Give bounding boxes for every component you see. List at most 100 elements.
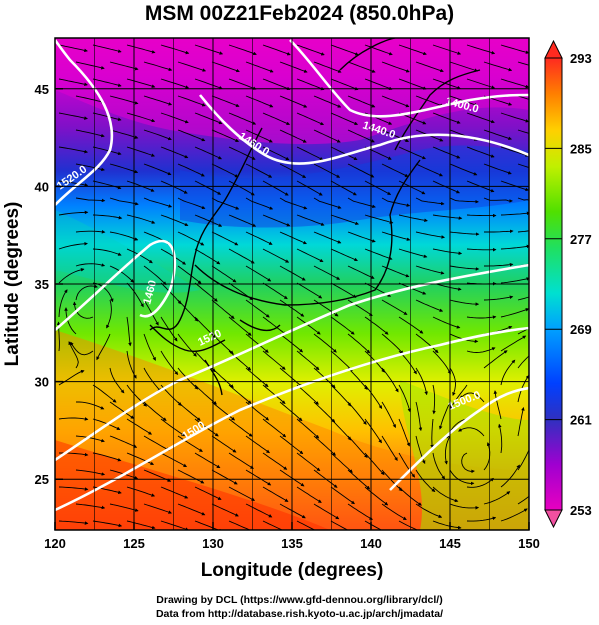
streamline	[109, 401, 135, 419]
streamline	[177, 435, 203, 452]
streamline	[517, 129, 529, 134]
streamline	[415, 367, 428, 396]
streamline	[262, 316, 287, 335]
streamline	[398, 44, 427, 56]
streamline	[262, 78, 291, 91]
streamline	[126, 486, 156, 497]
streamline	[211, 231, 239, 246]
streamline	[177, 163, 205, 177]
streamline	[500, 146, 529, 157]
streamline	[92, 214, 123, 220]
x-tick-label: 125	[123, 536, 145, 551]
streamline	[262, 350, 286, 370]
streamline	[432, 520, 462, 530]
streamline	[296, 520, 316, 530]
streamline	[228, 214, 257, 227]
y-axis-label: Latitude (degrees)	[2, 202, 23, 367]
streamline	[143, 401, 167, 421]
streamline	[262, 520, 283, 530]
streamline	[211, 435, 237, 453]
streamline	[432, 214, 463, 220]
streamline	[517, 327, 529, 335]
streamline	[484, 262, 514, 267]
streamline	[245, 435, 270, 454]
streamline	[517, 495, 529, 505]
streamline	[330, 282, 357, 298]
streamline	[364, 418, 382, 444]
streamline	[177, 367, 199, 390]
streamline	[109, 163, 139, 174]
streamline	[398, 248, 428, 258]
y-tick-label: 30	[35, 375, 49, 390]
streamline	[313, 163, 341, 178]
streamline	[313, 129, 341, 143]
streamline	[466, 213, 497, 218]
streamline	[313, 503, 340, 520]
streamline	[75, 61, 105, 70]
streamline	[483, 61, 513, 72]
streamline	[330, 384, 352, 407]
streamline	[160, 418, 185, 437]
streamline	[279, 401, 303, 422]
x-tick-label: 150	[518, 536, 540, 551]
streamline	[75, 163, 105, 172]
streamline	[75, 503, 106, 510]
streamline	[381, 333, 404, 355]
streamline	[160, 146, 189, 159]
streamline	[245, 367, 269, 388]
streamline	[177, 333, 197, 357]
streamline	[58, 241, 88, 250]
streamline	[330, 214, 359, 225]
streamline	[75, 284, 98, 301]
streamline	[228, 520, 257, 530]
streamline	[313, 435, 336, 456]
streamline	[211, 333, 234, 355]
streamline	[160, 180, 188, 194]
streamline	[177, 231, 205, 246]
streamline	[313, 299, 339, 317]
streamline	[364, 44, 393, 56]
streamline	[517, 61, 529, 66]
streamline	[143, 367, 162, 392]
streamline	[143, 163, 172, 176]
streamline	[458, 427, 485, 437]
streamline	[279, 197, 308, 210]
streamline	[296, 316, 321, 335]
x-axis-label: Longitude (degrees)	[201, 560, 384, 581]
streamline	[126, 282, 144, 308]
x-tick-label: 145	[439, 536, 461, 551]
streamline	[444, 435, 451, 465]
streamline	[228, 78, 257, 90]
streamline	[279, 231, 307, 245]
streamline	[450, 384, 468, 410]
streamline	[194, 452, 221, 469]
streamline	[245, 503, 273, 518]
streamline	[58, 180, 89, 187]
streamline	[194, 486, 222, 500]
streamline	[313, 469, 338, 488]
streamline	[466, 315, 497, 319]
streamline	[194, 316, 216, 338]
streamline	[364, 214, 394, 224]
colorbar-label: 253	[570, 503, 592, 518]
streamline	[415, 503, 443, 518]
streamline	[500, 359, 516, 386]
streamline	[106, 299, 112, 329]
streamline	[228, 44, 257, 56]
colorbar-ticks: 293 285 277 269 261 253	[545, 51, 592, 518]
streamline	[313, 197, 342, 209]
streamline	[432, 350, 451, 375]
streamline	[177, 61, 207, 72]
streamline	[432, 486, 459, 503]
streamline	[415, 265, 445, 275]
streamline	[75, 129, 105, 138]
streamline	[279, 61, 308, 73]
streamline	[500, 277, 529, 284]
streamline	[228, 384, 252, 404]
colorbar-label: 293	[570, 51, 592, 66]
streamline	[143, 129, 172, 141]
streamline	[398, 384, 411, 413]
colorbar: 293 285 277 269 261 253	[544, 39, 592, 529]
streamline	[296, 214, 325, 226]
streamline	[415, 163, 443, 177]
